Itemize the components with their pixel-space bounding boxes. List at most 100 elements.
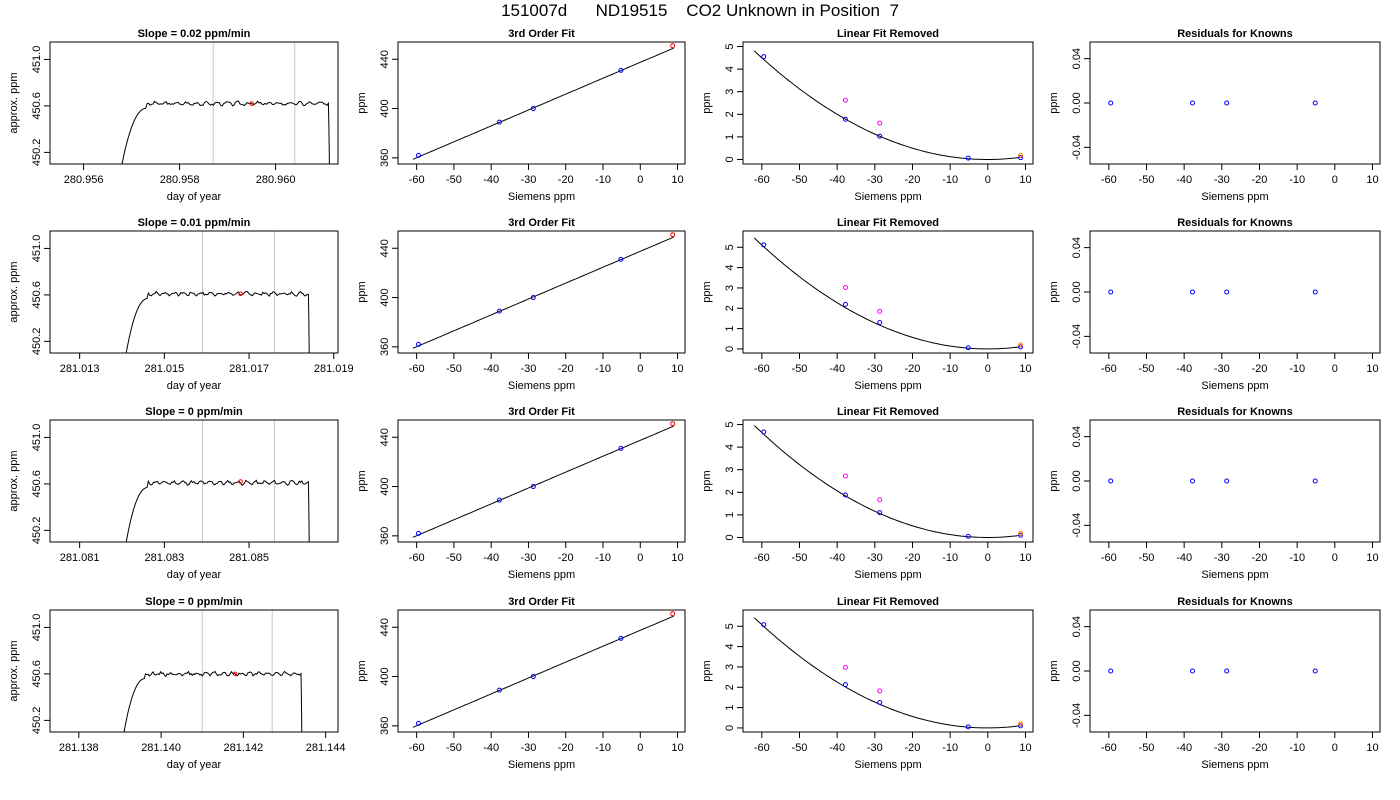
x-axis-label: Siemens ppm xyxy=(508,569,575,581)
x-tick-label: -10 xyxy=(595,552,611,564)
panel-title: Slope = 0 ppm/min xyxy=(145,596,243,608)
x-tick-label: -10 xyxy=(595,363,611,375)
plot-frame xyxy=(742,230,1034,354)
data-point xyxy=(670,43,676,49)
x-tick-label: -60 xyxy=(754,363,770,375)
fit-curve xyxy=(753,237,1022,350)
x-tick-label: 281.015 xyxy=(144,363,184,375)
x-tick-label: -50 xyxy=(792,742,808,754)
plot-area xyxy=(125,231,310,353)
x-tick-label: -10 xyxy=(1289,174,1305,186)
data-point xyxy=(965,724,971,730)
x-axis-label: day of year xyxy=(167,569,222,581)
ppm-trace xyxy=(123,670,303,732)
x-tick-label: -60 xyxy=(754,742,770,754)
x-tick-label: 281.013 xyxy=(60,363,100,375)
x-tick-label: 0 xyxy=(637,552,643,564)
panel-title: Linear Fit Removed xyxy=(837,596,939,608)
x-tick-label: 0 xyxy=(637,363,643,375)
panel-title: Slope = 0.02 ppm/min xyxy=(138,28,251,40)
fit-curve xyxy=(412,615,675,728)
panel-title: 3rd Order Fit xyxy=(508,406,575,418)
plot-area xyxy=(753,237,1024,351)
plot-frame xyxy=(49,41,339,165)
y-axis-label: approx. ppm xyxy=(8,640,20,701)
x-axis-label: Siemens ppm xyxy=(854,569,921,581)
fit-curve xyxy=(412,425,675,538)
x-tick-label: -60 xyxy=(1101,552,1117,564)
y-axis-label: approx. ppm xyxy=(8,261,20,322)
panel-2-3: Linear Fit Removed -60 -50 -40 -30 -20 -10 0 10 0… xyxy=(701,217,1034,392)
y-axis-label: ppm xyxy=(356,281,368,302)
x-tick-label: -30 xyxy=(867,174,883,186)
x-tick-label: -20 xyxy=(905,742,921,754)
data-point xyxy=(1312,478,1318,484)
plot-area xyxy=(753,50,1024,161)
x-tick-label: -60 xyxy=(1101,742,1117,754)
plot-area xyxy=(412,43,676,160)
data-point xyxy=(842,664,848,670)
panel-title: Residuals for Knowns xyxy=(1177,596,1293,608)
data-point xyxy=(1224,668,1230,674)
data-point xyxy=(1018,344,1024,350)
panel-title: 3rd Order Fit xyxy=(508,596,575,608)
plot-area xyxy=(753,425,1024,539)
data-point xyxy=(1018,532,1024,538)
y-tick-label: 400 xyxy=(379,667,391,685)
y-tick-label: 2 xyxy=(724,489,736,495)
data-point xyxy=(416,152,421,158)
data-point xyxy=(618,445,624,451)
x-tick-label: 281.144 xyxy=(306,742,346,754)
y-tick-label: 1 xyxy=(724,512,736,518)
data-point xyxy=(965,155,971,161)
x-tick-label: -50 xyxy=(1139,552,1155,564)
x-axis-label: Siemens ppm xyxy=(854,380,921,392)
x-tick-label: -60 xyxy=(1101,174,1117,186)
data-point xyxy=(1224,289,1230,295)
data-point xyxy=(496,687,502,693)
data-point xyxy=(761,622,767,628)
x-tick-label: -10 xyxy=(942,174,958,186)
y-tick-label: 360 xyxy=(379,717,391,735)
data-point xyxy=(416,341,421,347)
x-tick-label: -10 xyxy=(942,742,958,754)
y-tick-label: 1 xyxy=(724,705,736,711)
data-point xyxy=(842,473,848,479)
x-tick-label: 10 xyxy=(1366,174,1378,186)
x-tick-label: 0 xyxy=(1332,363,1338,375)
data-point xyxy=(842,97,848,103)
panel-title: Residuals for Knowns xyxy=(1177,406,1293,418)
data-point xyxy=(842,116,848,122)
x-tick-label: -30 xyxy=(521,174,537,186)
x-tick-label: -20 xyxy=(905,174,921,186)
x-tick-label: 281.140 xyxy=(141,742,181,754)
x-tick-label: 281.019 xyxy=(314,363,354,375)
y-tick-label: 5 xyxy=(724,623,736,629)
panel-3-1: Slope = 0 ppm/min 281.081 281.083 281.085 45… xyxy=(8,406,339,581)
plot-frame xyxy=(742,41,1034,165)
fit-curve xyxy=(412,236,675,349)
plot-frame xyxy=(397,609,686,733)
data-point xyxy=(877,120,883,126)
x-tick-label: -40 xyxy=(1176,552,1192,564)
y-axis-label: ppm xyxy=(1048,660,1060,681)
x-tick-label: -40 xyxy=(483,363,499,375)
x-tick-label: -40 xyxy=(829,742,845,754)
panel-1-2: 3rd Order Fit -60 -50 -40 -30 -20 -10 0 10 360 400… xyxy=(356,28,686,203)
y-tick-label: 451.0 xyxy=(31,614,43,642)
data-point xyxy=(249,101,254,106)
y-tick-label: 1 xyxy=(724,326,736,332)
x-tick-label: -30 xyxy=(521,552,537,564)
fit-curve xyxy=(753,50,1022,160)
x-tick-label: 281.085 xyxy=(229,552,269,564)
data-point xyxy=(877,497,883,503)
x-tick-label: -20 xyxy=(558,174,574,186)
plot-area xyxy=(123,610,303,732)
y-tick-label: 400 xyxy=(379,477,391,495)
y-tick-label: 0.00 xyxy=(1071,470,1083,491)
y-tick-label: 1 xyxy=(724,134,736,140)
y-tick-label: 450.6 xyxy=(31,92,43,120)
x-axis-label: Siemens ppm xyxy=(508,759,575,771)
x-tick-label: -50 xyxy=(792,174,808,186)
data-point xyxy=(1018,723,1024,729)
